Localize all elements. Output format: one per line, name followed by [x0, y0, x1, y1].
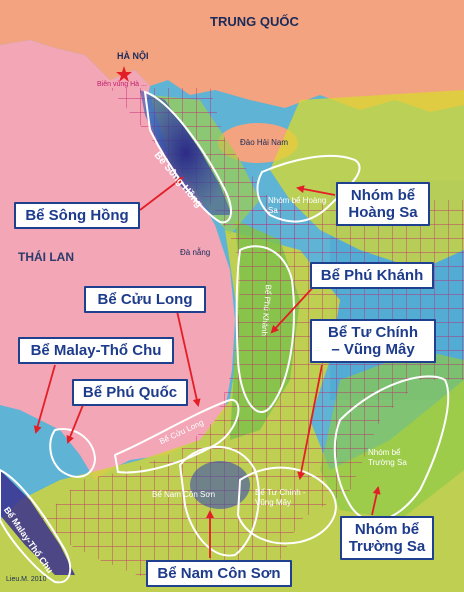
hoang-sa-line2: Hoàng Sa	[348, 204, 418, 221]
truong-sa-line1: Nhóm bể	[354, 521, 420, 538]
outline-song-hong	[143, 90, 232, 224]
label-border-note: Biên vùng Hà ...	[97, 81, 147, 88]
block-grid-main	[40, 200, 464, 580]
label-trung-quoc: TRUNG QUỐC	[210, 14, 299, 29]
land-china	[0, 0, 464, 112]
outline-truong-sa	[333, 375, 450, 522]
label-box-nam-con-son: Bể Nam Côn Sơn	[146, 560, 292, 587]
basin-outlines	[0, 90, 450, 584]
arrow-tu-chinh	[297, 364, 323, 480]
arrow-cuu-long	[174, 301, 201, 407]
outline-malay	[0, 468, 72, 584]
basin-malay-fill	[0, 470, 75, 575]
hoang-sa-line1: Nhóm bể	[350, 187, 416, 204]
label-da-nang: Đà nẵng	[180, 248, 211, 257]
label-thai-lan: THÁI LAN	[18, 250, 74, 264]
arrows	[33, 176, 381, 558]
tu-chinh-line2: – Vũng Mây	[331, 341, 415, 358]
outline-phu-khanh	[235, 245, 295, 413]
label-box-phu-khanh: Bể Phú Khánh	[310, 262, 434, 289]
label-ha-noi: HÀ NỘI	[117, 51, 149, 61]
inmap-truong-sa: Nhóm bể Trường Sa	[368, 448, 407, 467]
label-credit: Lieu.M. 2010	[6, 576, 47, 583]
capital-star	[116, 66, 132, 82]
basin-song-hong-fill	[140, 90, 232, 215]
inmap-tu-chinh: Bể Tư Chính - Vũng Mây	[255, 488, 306, 507]
label-box-tu-chinh: Bể Tư Chính – Vũng Mây	[310, 319, 436, 363]
arrow-hoang-sa	[296, 185, 336, 196]
label-box-song-hong: Bể Sông Hồng	[14, 202, 140, 229]
arrow-phu-quoc	[66, 399, 86, 444]
arrow-song-hong	[139, 176, 184, 211]
label-hainan: Đảo Hải Nam	[240, 138, 289, 147]
outline-tu-chinh	[236, 466, 337, 545]
outline-nam-con-son	[178, 445, 260, 557]
label-box-malay: Bể Malay-Thổ Chu	[18, 337, 174, 364]
arrow-truong-sa	[371, 486, 381, 516]
outline-phu-quoc	[49, 428, 97, 478]
truong-sa-line2: Trường Sa	[348, 538, 426, 555]
inmap-hoang-sa: Nhóm bể Hoàng Sa	[268, 196, 327, 215]
outline-cuu-long	[113, 399, 240, 474]
arrow-phu-khanh	[270, 281, 319, 334]
outline-hoang-sa	[256, 154, 361, 223]
label-box-cuu-long: Bể Cửu Long	[84, 286, 206, 313]
basin-nam-con-son-fill	[190, 461, 250, 509]
label-box-phu-quoc: Bể Phú Quốc	[72, 379, 188, 406]
inmap-nam-con-son: Bể Nam Côn Sơn	[152, 490, 216, 499]
label-box-truong-sa: Nhóm bể Trường Sa	[340, 516, 434, 560]
label-box-hoang-sa: Nhóm bể Hoàng Sa	[336, 182, 430, 226]
land-vietnam	[0, 40, 235, 480]
arrow-malay	[33, 364, 56, 434]
tu-chinh-line1: Bể Tư Chính	[327, 324, 419, 341]
